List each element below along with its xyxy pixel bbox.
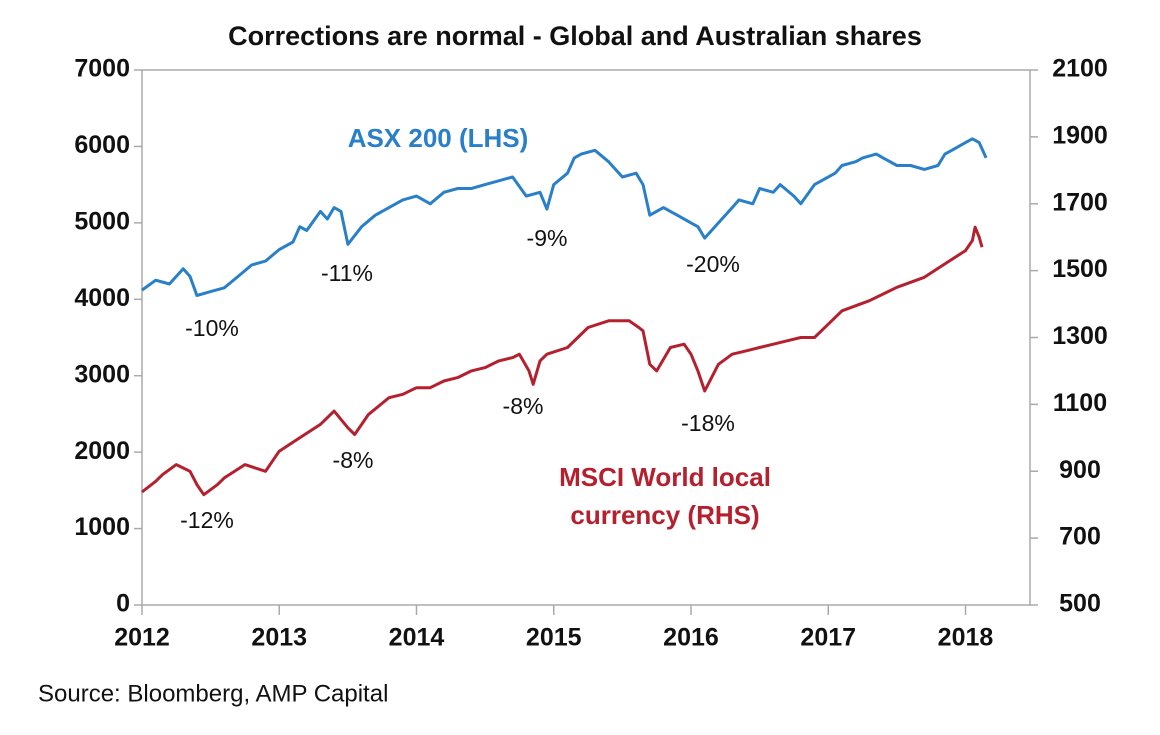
y-tick-label: 2000	[74, 437, 130, 465]
y-tick-label: 1000	[74, 513, 130, 541]
y2-tick-label: 900	[1059, 456, 1101, 484]
series-line	[141, 225, 984, 497]
y2-tick-label: 500	[1059, 590, 1101, 618]
annotation: -18%	[681, 410, 735, 436]
series-label-box: MSCI World local currency (RHS)	[559, 462, 771, 530]
y-tick-label: 6000	[74, 131, 130, 159]
annotation: -8%	[333, 447, 374, 473]
annotation: -12%	[180, 507, 234, 533]
series-label: ASX 200 (LHS)	[348, 123, 529, 153]
y-tick-label: 3000	[74, 360, 130, 388]
annotation: -20%	[686, 251, 740, 277]
y2-tick-label: 1900	[1052, 121, 1108, 149]
y2-tick-label: 1700	[1052, 188, 1108, 216]
x-tick-label: 2018	[938, 624, 994, 652]
y2-tick-label: 2100	[1052, 55, 1108, 83]
y-tick-label: 5000	[74, 207, 130, 235]
x-tick-label: 2013	[251, 624, 307, 652]
x-tick-label: 2017	[800, 624, 856, 652]
y-tick-label: 7000	[74, 55, 130, 83]
annotation: -11%	[321, 260, 373, 286]
x-tick-label: 2012	[114, 624, 170, 652]
chart-title: Corrections are normal - Global and Aust…	[228, 21, 922, 51]
y2-tick-label: 1100	[1053, 389, 1107, 417]
x-tick-label: 2015	[526, 624, 582, 652]
annotation: -9%	[527, 225, 568, 251]
y-tick-label: 4000	[74, 284, 130, 312]
x-tick-label: 2016	[663, 624, 719, 652]
y-tick-label: 0	[116, 590, 130, 618]
y2-tick-label: 700	[1059, 523, 1101, 551]
annotation: -10%	[185, 315, 239, 341]
source-note: Source: Bloomberg, AMP Capital	[38, 680, 388, 707]
series-line	[141, 137, 988, 297]
annotation: -8%	[503, 393, 544, 419]
x-tick-label: 2014	[389, 624, 445, 652]
y2-tick-label: 1300	[1052, 322, 1108, 350]
series-label: MSCI World local currency (RHS)	[559, 462, 771, 530]
y2-tick-label: 1500	[1052, 255, 1108, 283]
